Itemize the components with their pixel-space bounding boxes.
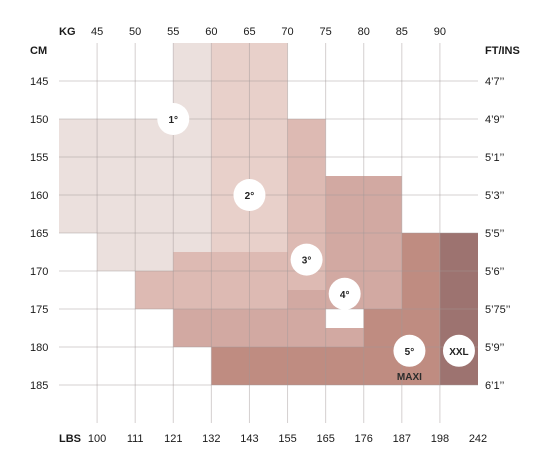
size-labels: 1° 2° 3° 4° 5° MAXI XXL — [157, 103, 475, 383]
size-marker-circle — [233, 179, 266, 211]
lbs-tick-label: 121 — [164, 433, 182, 445]
size-marker-sublabel: MAXI — [397, 372, 422, 383]
lbs-tick-label: 176 — [355, 433, 373, 445]
cm-tick-label: 165 — [30, 228, 48, 240]
size-marker-circle — [290, 243, 323, 276]
cm-tick-label: 180 — [30, 342, 48, 354]
cm-tick-label: 185 — [30, 380, 48, 392]
ftin-tick-label: 4’7’’ — [485, 76, 504, 88]
lbs-axis-title: LBS — [59, 433, 81, 445]
axis-labels: KG LBS CM FT/INS 45 50 55 60 65 70 75 80 85 90 100… — [30, 26, 520, 445]
size-marker-label: 1° — [168, 115, 178, 126]
cm-tick-label: 160 — [30, 190, 48, 202]
cm-tick-label: 145 — [30, 76, 48, 88]
lbs-tick-label: 198 — [431, 433, 449, 445]
ftin-tick-label: 5’6’’ — [485, 266, 504, 278]
kg-tick-label: 85 — [396, 26, 408, 38]
kg-tick-label: 55 — [167, 26, 179, 38]
size-marker-1: 1° — [157, 103, 190, 135]
size-marker-circle — [157, 103, 190, 135]
size-region-4-3 — [287, 290, 326, 328]
size-marker-label: 4° — [340, 290, 350, 301]
lbs-tick-label: 155 — [278, 433, 296, 445]
chart-grid — [59, 43, 478, 423]
lbs-tick-label: 132 — [202, 433, 220, 445]
ftin-tick-label: 4’9’’ — [485, 114, 504, 126]
ftin-tick-label: 6’1’’ — [485, 380, 504, 392]
size-marker-5: 5° MAXI — [393, 334, 426, 383]
size-regions — [59, 43, 478, 423]
ftin-tick-label: 5’1’’ — [485, 152, 504, 164]
size-region-4-2 — [173, 309, 288, 347]
size-region-3-2 — [173, 252, 326, 271]
size-region-4-4 — [287, 328, 364, 347]
kg-tick-label: 90 — [434, 26, 446, 38]
cm-axis-title: CM — [30, 45, 47, 57]
size-marker-label: 2° — [245, 191, 255, 202]
ftin-axis-title: FT/INS — [485, 45, 520, 57]
ftin-tick-label: 5’75’’ — [485, 304, 511, 316]
ftin-tick-label: 5’5’’ — [485, 228, 504, 240]
size-marker-4: 4° — [328, 277, 361, 310]
lbs-tick-label: 242 — [469, 433, 487, 445]
lbs-tick-label: 143 — [240, 433, 258, 445]
size-marker-label: 3° — [302, 256, 312, 267]
cm-tick-label: 175 — [30, 304, 48, 316]
size-marker-label: XXL — [449, 347, 468, 358]
size-marker-circle — [328, 277, 361, 310]
size-marker-circle — [442, 334, 475, 367]
kg-tick-label: 80 — [358, 26, 370, 38]
size-region-2-1 — [211, 43, 288, 252]
size-marker-circle — [393, 334, 426, 367]
lbs-tick-label: 111 — [127, 433, 144, 445]
lbs-tick-label: 100 — [88, 433, 106, 445]
cm-tick-label: 155 — [30, 152, 48, 164]
size-marker-2: 2° — [233, 179, 266, 211]
lbs-tick-label: 165 — [316, 433, 334, 445]
cm-tick-label: 170 — [30, 266, 48, 278]
size-region-3-1 — [287, 119, 326, 252]
size-marker-label: 5° — [405, 347, 415, 358]
size-marker-3: 3° — [290, 243, 323, 276]
kg-tick-label: 65 — [243, 26, 255, 38]
ftin-tick-label: 5’3’’ — [485, 190, 504, 202]
cm-tick-label: 150 — [30, 114, 48, 126]
kg-tick-label: 70 — [281, 26, 293, 38]
kg-axis-title: KG — [59, 26, 76, 38]
kg-tick-label: 75 — [320, 26, 332, 38]
size-marker-6: XXL — [442, 334, 475, 367]
ftin-tick-label: 5’9’’ — [485, 342, 504, 354]
kg-tick-label: 45 — [91, 26, 103, 38]
lbs-tick-label: 187 — [393, 433, 411, 445]
size-region-1-2 — [59, 119, 212, 233]
kg-tick-label: 60 — [205, 26, 217, 38]
kg-tick-label: 50 — [129, 26, 141, 38]
size-region-5-1 — [401, 233, 440, 309]
